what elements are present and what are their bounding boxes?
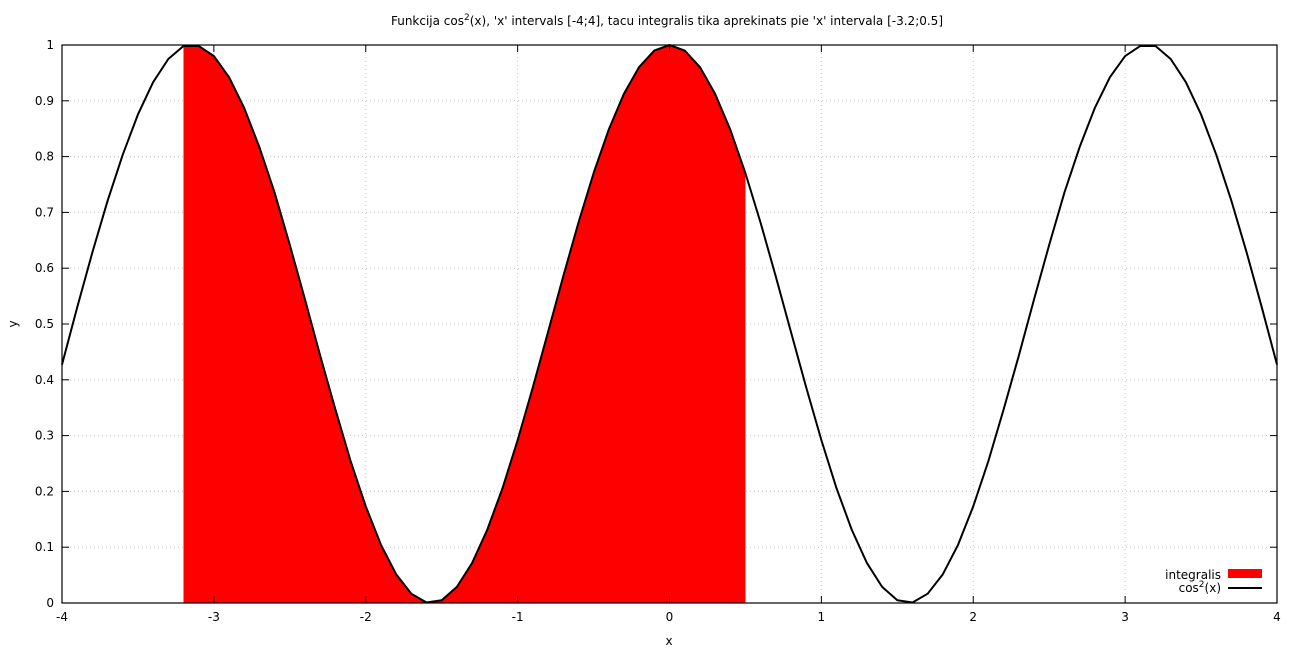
y-tick-label: 0.5 — [35, 317, 54, 331]
y-tick-label: 0.1 — [35, 540, 54, 554]
x-tick-label: 2 — [969, 610, 977, 624]
legend-label-cos-squared: cos2(x) — [1179, 580, 1221, 595]
x-tick-labels: -4 -3 -2 -1 0 1 2 3 4 — [56, 610, 1281, 624]
x-tick-label: 3 — [1121, 610, 1129, 624]
x-tick-label: -3 — [208, 610, 220, 624]
x-tick-label: -1 — [512, 610, 524, 624]
legend-label-integralis: integralis — [1165, 568, 1221, 582]
y-tick-labels: 0 0.1 0.2 0.3 0.4 0.5 0.6 0.7 0.8 0.9 1 — [35, 38, 54, 610]
y-tick-label: 0.7 — [35, 205, 54, 219]
y-tick-label: 1 — [46, 38, 54, 52]
y-tick-label: 0.6 — [35, 261, 54, 275]
legend-label-cos-prefix: cos — [1179, 581, 1199, 595]
y-axis-label: y — [6, 320, 20, 327]
y-tick-label: 0.3 — [35, 429, 54, 443]
x-tick-label: 0 — [666, 610, 674, 624]
chart-title: Funkcija cos2(x), 'x' intervals [-4;4], … — [391, 13, 943, 28]
axis-ticks — [61, 44, 1278, 604]
integral-area — [183, 45, 746, 603]
y-tick-label: 0.8 — [35, 150, 54, 164]
legend-label-cos-superscript: 2 — [1199, 580, 1205, 590]
x-tick-label: 1 — [818, 610, 826, 624]
y-tick-label: 0 — [46, 596, 54, 610]
x-tick-label: -4 — [56, 610, 68, 624]
y-tick-label: 0.2 — [35, 484, 54, 498]
title-superscript: 2 — [464, 13, 470, 23]
integral-area-layer — [183, 45, 746, 603]
y-tick-label: 0.9 — [35, 94, 54, 108]
title-prefix: Funkcija cos — [391, 14, 464, 28]
x-axis-label: x — [665, 634, 672, 648]
legend: integralis cos2(x) — [1165, 568, 1262, 595]
x-tick-label: 4 — [1273, 610, 1281, 624]
title-suffix: (x), 'x' intervals [-4;4], tacu integral… — [470, 14, 943, 28]
y-tick-label: 0.4 — [35, 373, 54, 387]
x-tick-label: -2 — [360, 610, 372, 624]
legend-swatch-integralis — [1228, 569, 1262, 578]
legend-label-cos-suffix: (x) — [1205, 581, 1221, 595]
